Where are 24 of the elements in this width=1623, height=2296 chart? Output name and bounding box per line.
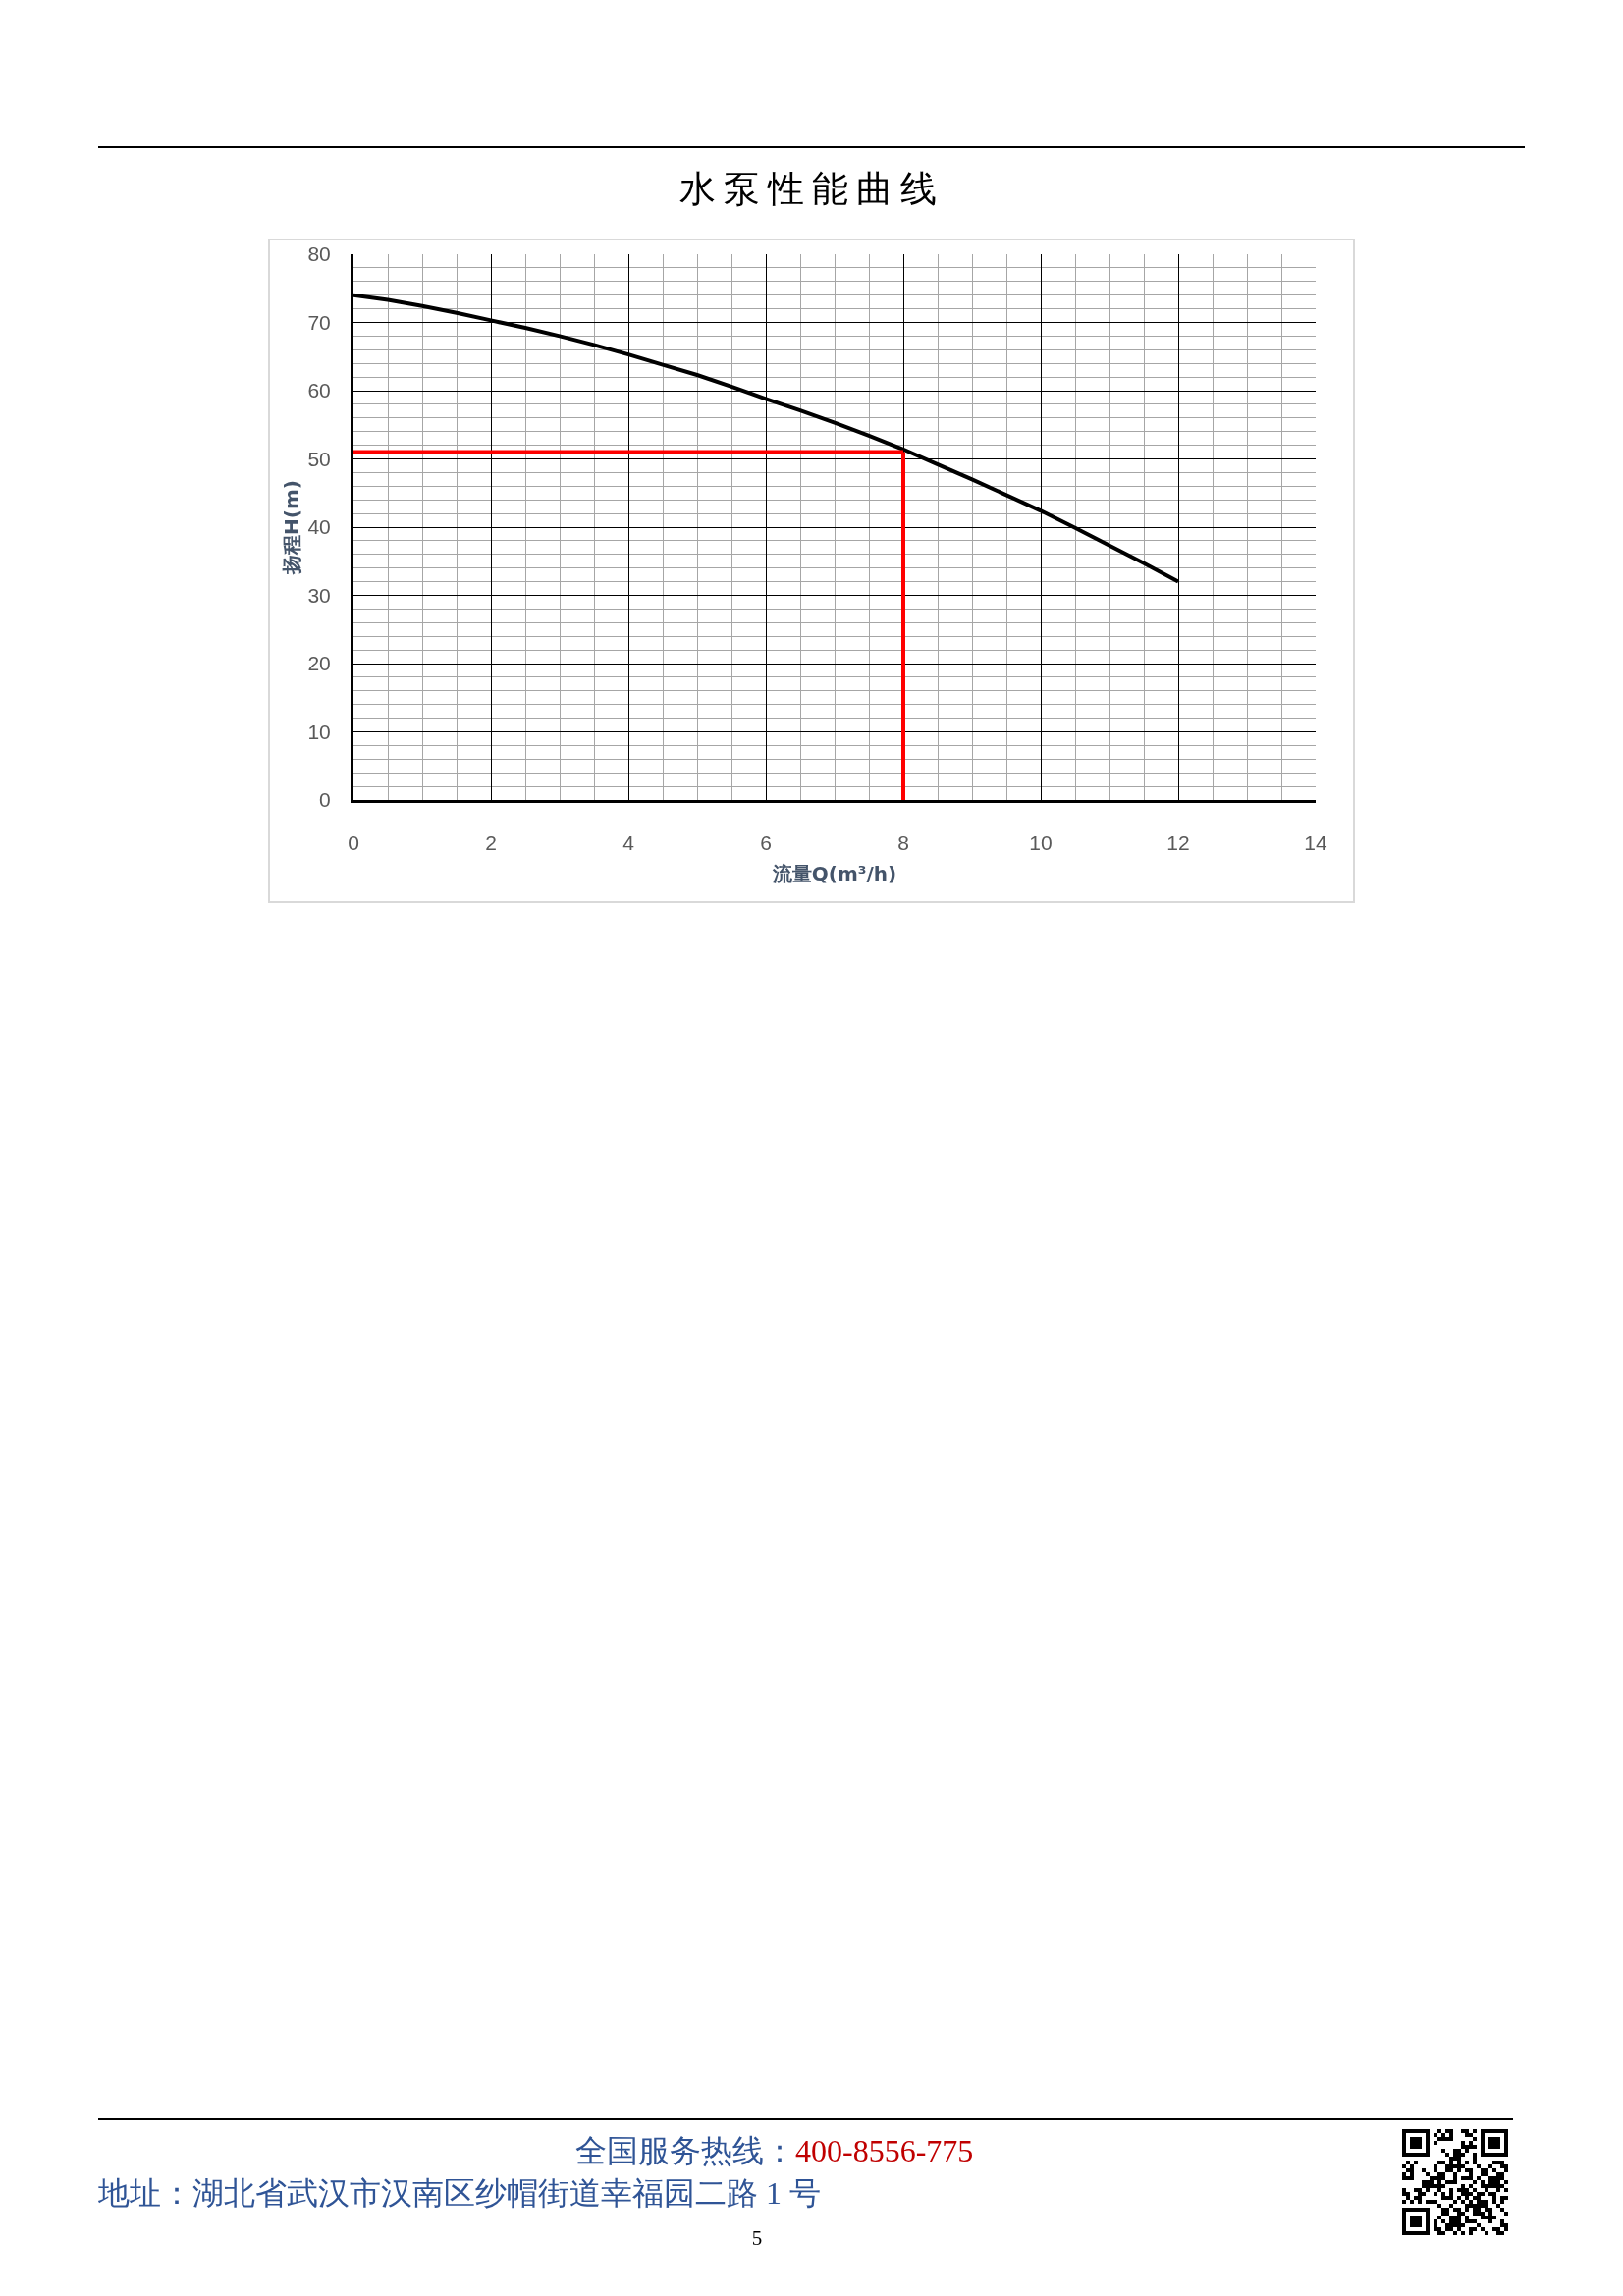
x-axis-title: 流量Q(m³/h) bbox=[771, 861, 897, 885]
text: 全国服务热线： bbox=[575, 2133, 795, 2168]
x-tick-label: 4 bbox=[622, 831, 635, 855]
x-tick-label: 6 bbox=[760, 831, 772, 855]
text: 地址：湖北省武汉市汉南区纱帽街道幸福园二路 1 号 bbox=[98, 2175, 821, 2211]
chart-title: 水泵性能曲线 bbox=[677, 167, 946, 212]
text: 5 bbox=[751, 2226, 763, 2250]
y-axis-title: 扬程H(m) bbox=[279, 480, 303, 575]
y-tick-label: 70 bbox=[307, 310, 331, 334]
y-tick-label: 80 bbox=[307, 242, 331, 266]
x-tick-label: 14 bbox=[1304, 831, 1327, 855]
x-tick-label: 12 bbox=[1166, 831, 1190, 855]
y-tick-label: 40 bbox=[307, 515, 331, 539]
y-tick-label: 60 bbox=[307, 379, 331, 402]
y-tick-label: 20 bbox=[307, 652, 331, 675]
x-tick-label: 0 bbox=[348, 831, 359, 855]
y-tick-label: 30 bbox=[307, 583, 331, 607]
y-tick-label: 50 bbox=[307, 447, 331, 470]
x-tick-label: 8 bbox=[897, 831, 909, 855]
x-tick-label: 10 bbox=[1029, 831, 1053, 855]
y-tick-label: 10 bbox=[307, 720, 331, 743]
text: 400-8556-775 bbox=[795, 2133, 974, 2168]
x-tick-label: 2 bbox=[485, 831, 497, 855]
y-tick-label: 0 bbox=[319, 788, 331, 812]
